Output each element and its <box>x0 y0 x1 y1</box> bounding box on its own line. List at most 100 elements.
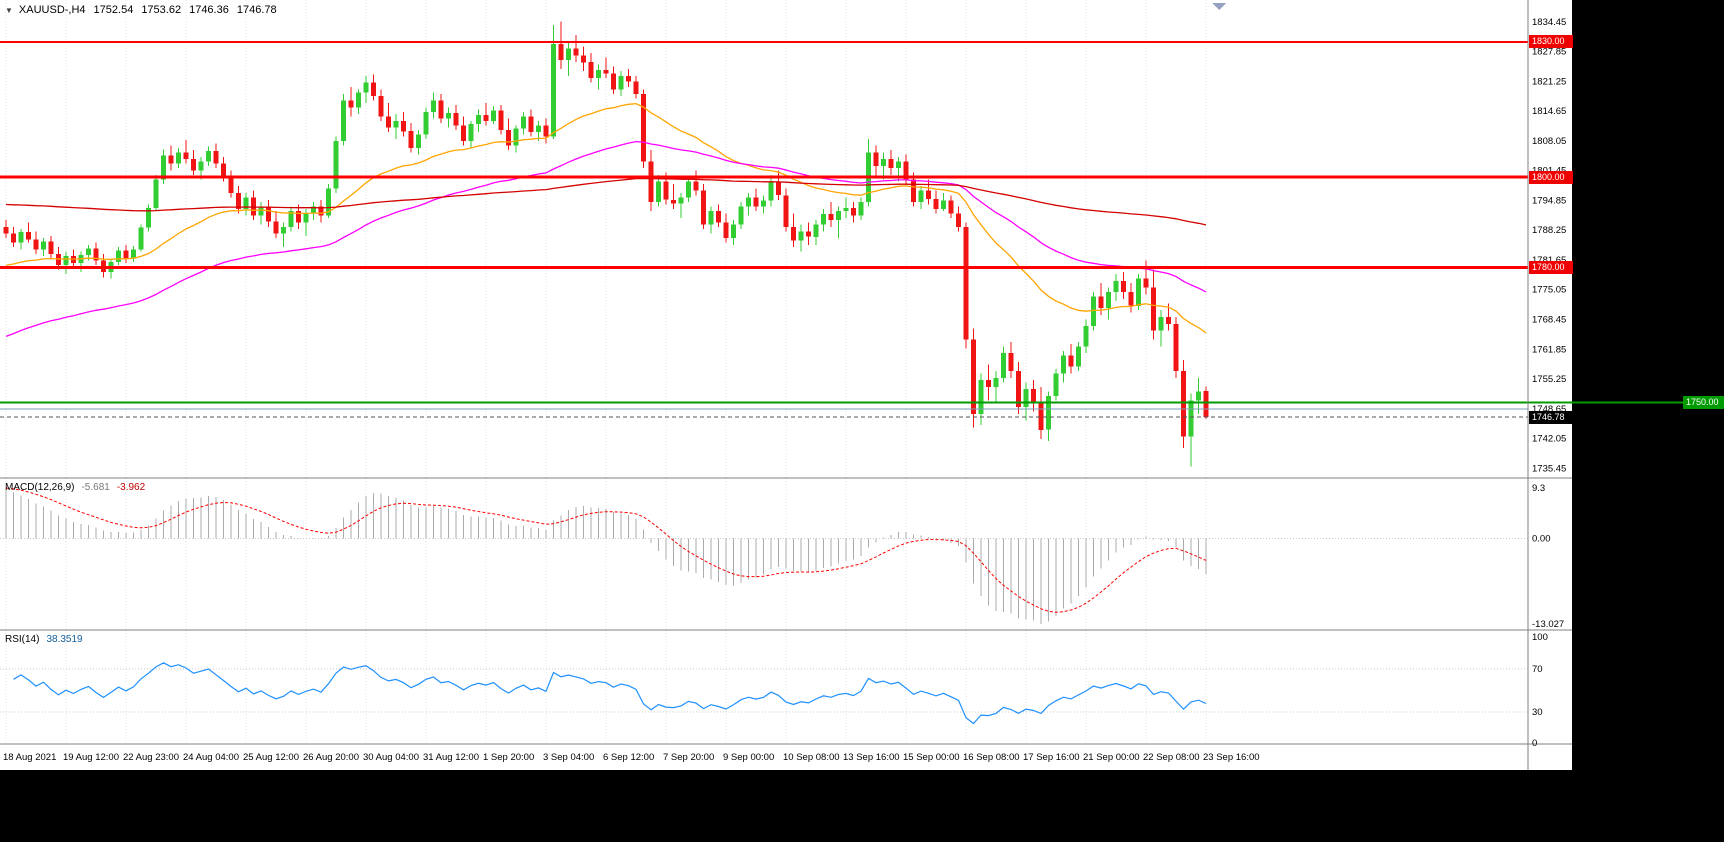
macd-scale-max: 9.3 <box>1532 483 1545 494</box>
candle-body <box>963 226 969 340</box>
candle-body <box>461 125 466 142</box>
rsi-scale-30: 30 <box>1532 707 1543 718</box>
resistance-badge-1800: 1800.00 <box>1529 170 1573 184</box>
time-axis-label: 19 Aug 12:00 <box>63 752 119 763</box>
candle-body <box>138 227 144 250</box>
rsi-scale-0: 0 <box>1532 738 1537 749</box>
candle-body <box>828 214 834 221</box>
resistance-badge-1830: 1830.00 <box>1529 35 1573 49</box>
candle-body <box>408 131 414 148</box>
price-scale-label: 1748.65 <box>1532 404 1566 415</box>
candle-body <box>438 100 444 119</box>
candle-body <box>423 111 429 135</box>
candle-body <box>858 202 864 216</box>
time-axis-label: 10 Sep 08:00 <box>783 752 840 763</box>
candle-body <box>26 232 31 240</box>
ma-slow-red-line <box>5 177 1207 226</box>
candle-body <box>626 75 631 82</box>
candle-body <box>693 181 699 191</box>
price-chart-area[interactable] <box>0 0 1572 478</box>
candle-body <box>768 181 774 201</box>
candle-body <box>536 125 541 133</box>
candle-body <box>1016 371 1021 408</box>
candle-body <box>498 110 504 130</box>
price-scale-label: 1794.85 <box>1532 195 1566 206</box>
candle-body <box>836 211 841 220</box>
time-axis-label: 22 Aug 23:00 <box>123 752 179 763</box>
candle-body <box>318 206 324 216</box>
time-axis-label: 13 Sep 16:00 <box>843 752 900 763</box>
candle-body <box>393 120 399 128</box>
candle-body <box>3 226 9 234</box>
time-axis-label: 6 Sep 12:00 <box>603 752 654 763</box>
rsi-name: RSI(14) <box>5 634 40 645</box>
time-axis-area[interactable] <box>0 744 1572 770</box>
candle-body <box>701 190 706 225</box>
candle-body <box>513 128 519 146</box>
candle-body <box>783 195 789 227</box>
candle-body <box>1076 346 1081 367</box>
candle-body <box>1128 292 1134 306</box>
candle-body <box>686 181 691 198</box>
macd-main-value: -5.681 <box>81 482 110 493</box>
candle-body <box>663 181 669 200</box>
candle-body <box>243 197 249 209</box>
candle-body <box>1098 296 1104 308</box>
candle-body <box>378 96 384 117</box>
time-axis-label: 22 Sep 08:00 <box>1143 752 1200 763</box>
bar-low-value: 1746.36 <box>189 4 229 16</box>
macd-scale-zero: 0.00 <box>1532 534 1551 545</box>
candle-body <box>791 226 796 241</box>
candle-body <box>633 81 639 94</box>
candle-body <box>123 250 129 259</box>
time-axis-label: 30 Aug 04:00 <box>363 752 419 763</box>
candle-body <box>431 100 436 112</box>
candle-body <box>798 231 804 241</box>
candle-body <box>93 248 99 261</box>
candle-body <box>716 211 721 223</box>
candle-body <box>33 239 39 250</box>
candle-body <box>273 221 279 234</box>
candle-body <box>176 152 181 164</box>
candle-body <box>528 116 534 133</box>
candle-body <box>873 152 879 166</box>
time-axis-label: 3 Sep 04:00 <box>543 752 594 763</box>
candle-body <box>333 141 339 189</box>
candle-body <box>476 115 481 124</box>
price-scale-label: 1761.85 <box>1532 344 1566 355</box>
candle-body <box>656 181 661 202</box>
chart-menu-icon[interactable]: ▼ <box>5 5 13 15</box>
macd-name: MACD(12,26,9) <box>5 482 75 493</box>
candle-body <box>918 190 924 202</box>
candle-body <box>296 211 301 223</box>
candle-body <box>266 206 271 222</box>
candle-body <box>348 100 354 108</box>
candle-body <box>153 179 159 208</box>
candle-body <box>888 159 894 169</box>
candle-body <box>753 197 759 207</box>
candle-body <box>363 82 369 93</box>
candle-body <box>731 224 736 239</box>
macd-indicator-label: MACD(12,26,9) -5.681 -3.962 <box>5 482 145 493</box>
candle-body <box>911 179 916 202</box>
candle-body <box>198 161 204 171</box>
candle-body <box>326 188 331 216</box>
candle-body <box>843 207 849 212</box>
candle-body <box>401 120 406 132</box>
candle-body <box>1053 373 1059 396</box>
candle-body <box>588 62 594 78</box>
candle-body <box>1136 278 1141 306</box>
price-scale-label: 1755.25 <box>1532 374 1566 385</box>
candle-body <box>926 190 931 199</box>
candle-body <box>18 232 24 243</box>
candle-body <box>1113 280 1119 293</box>
candle-body <box>1068 355 1074 367</box>
candle-body <box>1196 391 1201 401</box>
candle-body <box>491 110 496 121</box>
candle-body <box>611 73 616 90</box>
chart-shift-marker[interactable] <box>1212 3 1226 10</box>
macd-scale-min: -13.027 <box>1532 619 1564 630</box>
candle-body <box>896 161 901 169</box>
candle-body <box>213 151 219 164</box>
